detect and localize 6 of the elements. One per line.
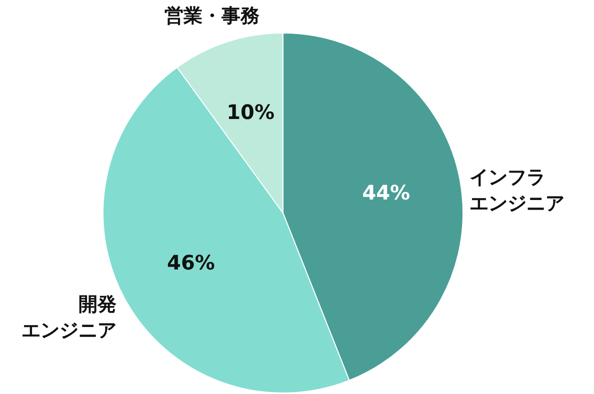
data-label: 44% — [362, 180, 410, 204]
data-label: 46% — [167, 250, 215, 275]
slice-label: インフラエンジニア — [470, 166, 565, 214]
slice-label: 営業・事務 — [164, 5, 260, 27]
slice-label: 開発エンジニア — [22, 294, 116, 342]
data-label: 10% — [226, 100, 274, 124]
